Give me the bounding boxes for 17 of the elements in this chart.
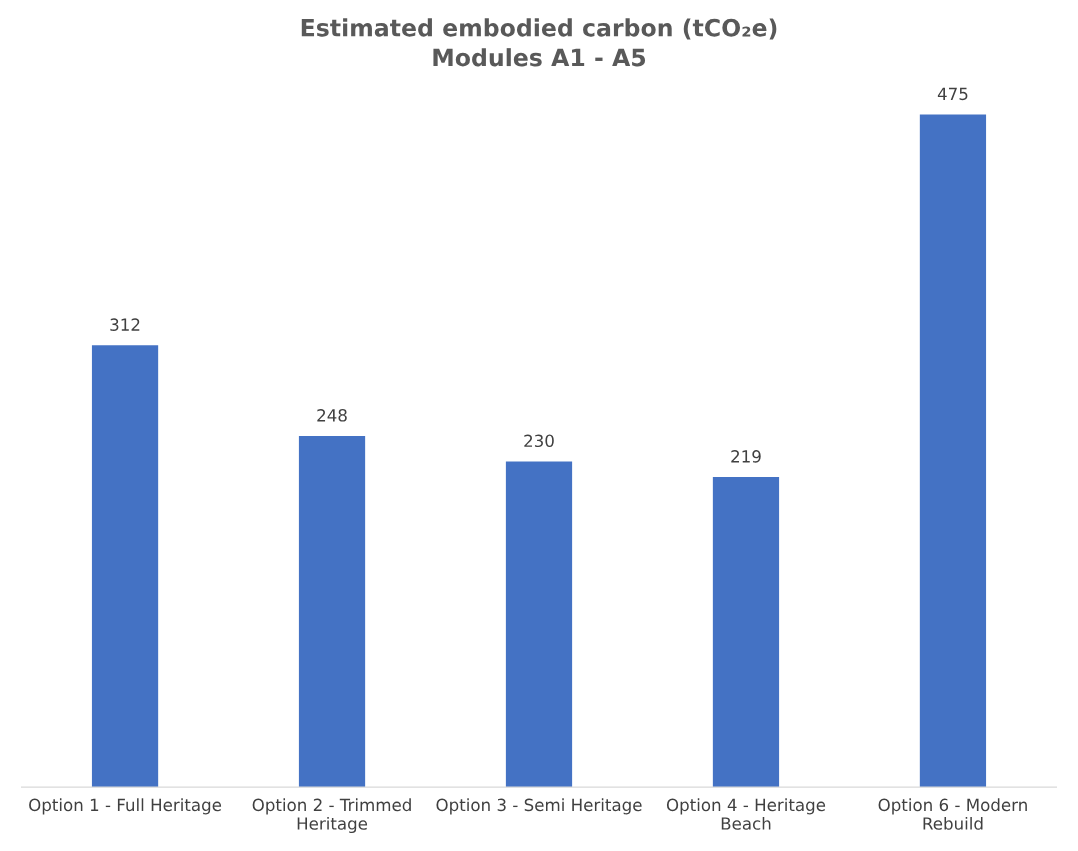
data-label: 219 [731,450,761,463]
x-tick-label: Option 2 - Trimmed Heritage [252,798,411,834]
bar [712,477,780,788]
data-label: 475 [937,87,968,101]
data-label: 230 [524,434,554,448]
chart-title: Estimated embodied carbon (tCO₂e) [301,18,777,40]
x-tick-label: Option 3 - Semi Heritage [436,798,642,815]
bar [505,461,573,788]
x-tick-label: Option 1 - Full Heritage [29,798,222,815]
x-tick-label: Option 6 - Modern Rebuild [878,798,1027,830]
bar [91,345,159,788]
data-label: 248 [317,409,347,422]
chart-subtitle: Modules A1 - A5 [433,48,646,67]
bar [919,114,987,788]
bar [298,435,366,788]
data-label: 312 [110,318,140,331]
x-tick-label: Option 4 - Heritage Beach [666,798,826,830]
